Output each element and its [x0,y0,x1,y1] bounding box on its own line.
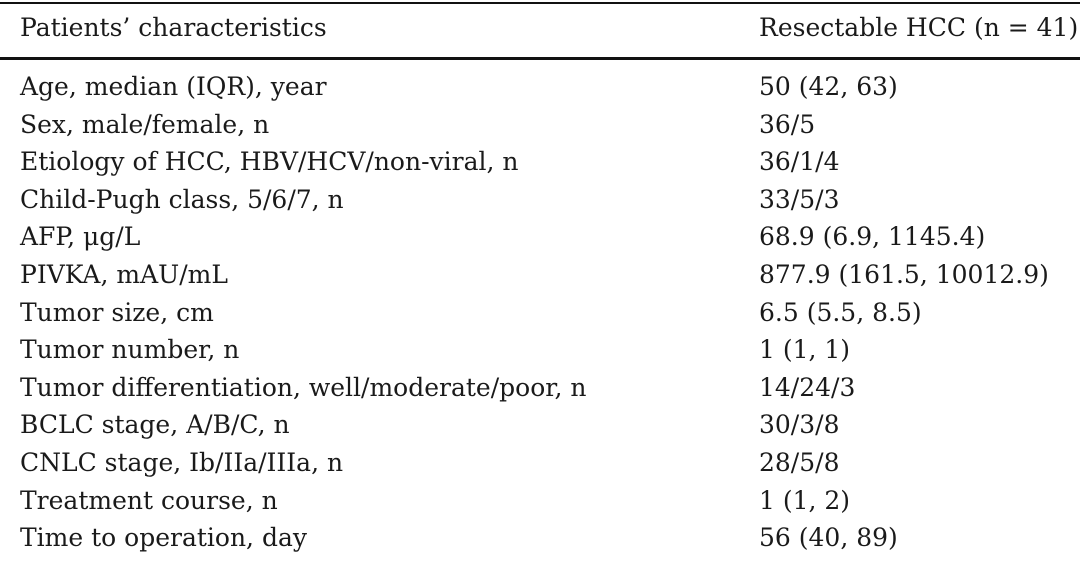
row-value: 56 (40, 89) [759,523,898,553]
row-label: PIVKA, mAU/mL [20,259,228,289]
row-label: Sex, male/female, n [20,109,270,139]
row-label: Child-Pugh class, 5/6/7, n [20,184,344,214]
table-row: Age, median (IQR), year 50 (42, 63) [0,71,1080,109]
row-value: 14/24/3 [759,372,856,402]
table-row: PIVKA, mAU/mL 877.9 (161.5, 10012.9) [0,259,1080,297]
row-label: Tumor differentiation, well/moderate/poo… [20,372,587,402]
row-value: 30/3/8 [759,410,840,440]
table-row: AFP, μg/L 68.9 (6.9, 1145.4) [0,221,1080,259]
row-value: 28/5/8 [759,447,840,477]
table-row: Tumor differentiation, well/moderate/poo… [0,372,1080,410]
table-row: CNLC stage, Ib/IIa/IIIa, n 28/5/8 [0,447,1080,485]
table-row: Sex, male/female, n 36/5 [0,109,1080,147]
table-body: Age, median (IQR), year 50 (42, 63) Sex,… [0,71,1080,560]
row-label: Time to operation, day [20,523,307,553]
row-value: 1 (1, 2) [759,485,851,515]
table-header: Patients’ characteristics Resectable HCC… [0,12,1080,52]
row-value: 6.5 (5.5, 8.5) [759,297,922,327]
table-row: Treatment course, n 1 (1, 2) [0,485,1080,523]
row-label: Tumor size, cm [20,297,214,327]
row-label: BCLC stage, A/B/C, n [20,410,290,440]
row-value: 68.9 (6.9, 1145.4) [759,222,986,252]
table-header-rule [0,57,1080,60]
row-label: Etiology of HCC, HBV/HCV/non-viral, n [20,147,519,177]
table-row: Child-Pugh class, 5/6/7, n 33/5/3 [0,184,1080,222]
row-value: 36/1/4 [759,147,840,177]
row-value: 877.9 (161.5, 10012.9) [759,259,1049,289]
table-row: Etiology of HCC, HBV/HCV/non-viral, n 36… [0,146,1080,184]
header-resectable-hcc: Resectable HCC (n = 41) [759,13,1079,42]
table-row: BCLC stage, A/B/C, n 30/3/8 [0,409,1080,447]
row-value: 50 (42, 63) [759,72,898,101]
row-value: 36/5 [759,109,816,139]
row-label: CNLC stage, Ib/IIa/IIIa, n [20,447,344,477]
table-top-rule [0,2,1080,4]
row-value: 1 (1, 1) [759,335,851,365]
row-label: AFP, μg/L [20,222,141,252]
table-row: Tumor size, cm 6.5 (5.5, 8.5) [0,297,1080,335]
row-label: Tumor number, n [20,335,240,365]
row-label: Age, median (IQR), year [20,72,327,101]
table-row: Time to operation, day 56 (40, 89) [0,522,1080,560]
header-characteristics: Patients’ characteristics [20,13,327,42]
row-value: 33/5/3 [759,184,840,214]
table-row: Tumor number, n 1 (1, 1) [0,334,1080,372]
row-label: Treatment course, n [20,485,278,515]
